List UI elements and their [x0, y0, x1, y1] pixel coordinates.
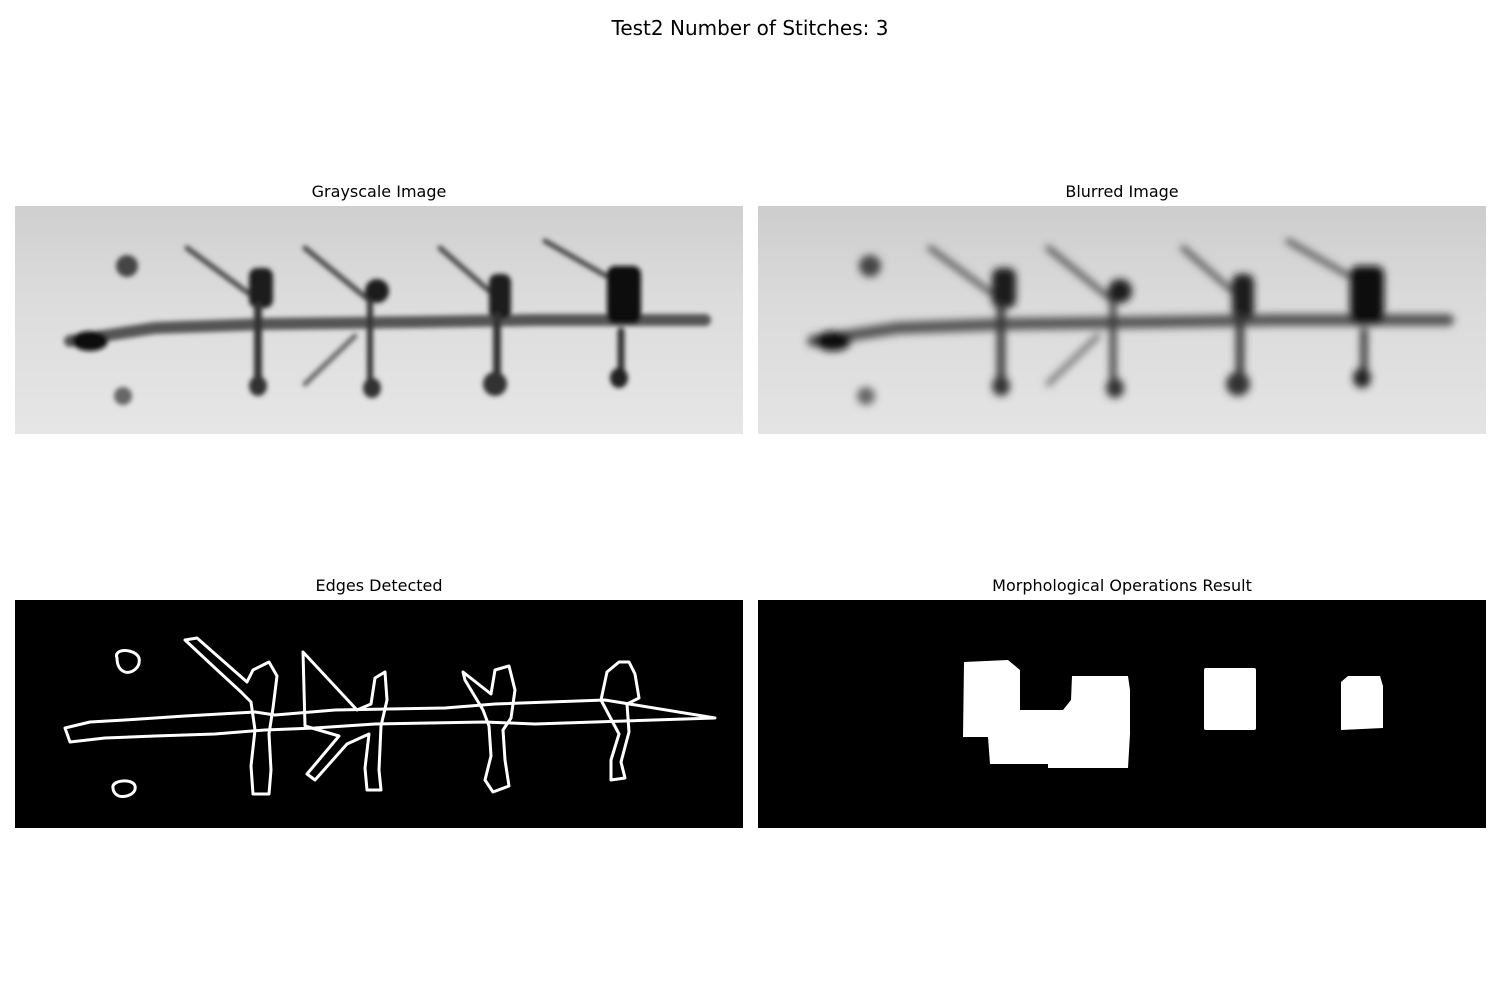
- morphology-panel-title: Morphological Operations Result: [758, 576, 1486, 595]
- grayscale-panel-title: Grayscale Image: [15, 182, 743, 201]
- blurred-panel-title: Blurred Image: [758, 182, 1486, 201]
- edges-image: [15, 600, 743, 828]
- blurred-image: [758, 206, 1486, 434]
- edges-panel-title: Edges Detected: [15, 576, 743, 595]
- grayscale-image: [15, 206, 743, 434]
- morphology-image: [758, 600, 1486, 828]
- figure-suptitle: Test2 Number of Stitches: 3: [0, 16, 1500, 40]
